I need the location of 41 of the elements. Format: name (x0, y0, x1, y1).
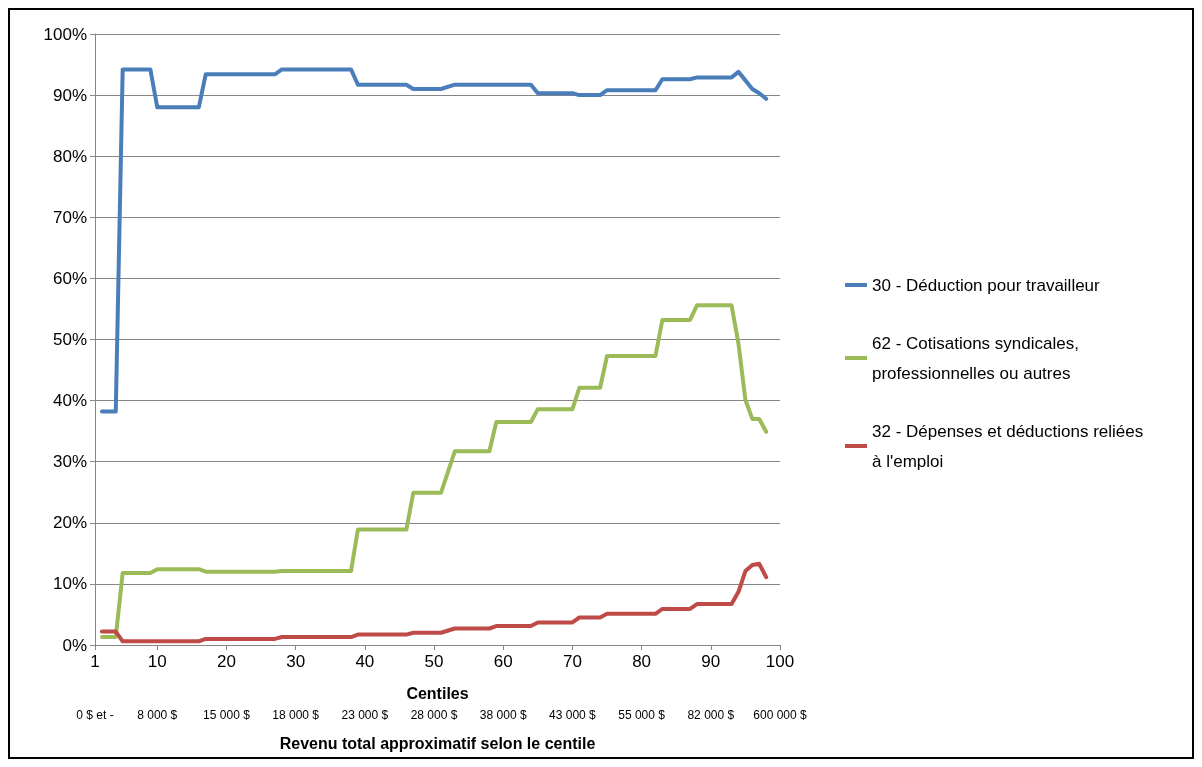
text: 8 000 $ (137, 708, 178, 722)
y-tick-label: 50% (52, 330, 87, 349)
text: 38 000 $ (479, 708, 527, 722)
line-series (99, 561, 769, 644)
y-tick-label: 70% (52, 207, 87, 227)
y-tick-label: 80% (52, 146, 87, 166)
x-axis-title: Centiles (406, 684, 469, 702)
x-tick-label: 10 (147, 652, 167, 671)
x-tick-label: 20 (217, 652, 236, 671)
x-tick-label: 40 (355, 652, 375, 671)
text: 15 000 $ (203, 708, 251, 722)
y-tick-label: 90% (52, 85, 87, 105)
text: 28 000 $ (410, 708, 458, 722)
x2-axis-title: Revenu total approximatif selon le centile (279, 734, 596, 752)
text: 0 $ et - (76, 708, 114, 722)
text: 82 000 $ (687, 708, 735, 722)
y-tick-label: 100% (43, 24, 87, 44)
x-tick-label: 90 (701, 652, 721, 671)
x-tick-label: 60 (493, 652, 513, 671)
y-tick-label: 60% (52, 268, 87, 288)
x-tick-label: 100 (765, 652, 795, 671)
y-tick-label: 10% (52, 574, 87, 594)
text: 55 000 $ (618, 708, 666, 722)
y-tick-label: 20% (52, 513, 87, 533)
text: 23 000 $ (341, 708, 389, 722)
x-tick-label: 1 (90, 652, 100, 671)
y-tick-label: 40% (52, 391, 87, 411)
x-tick-label: 50 (424, 652, 444, 671)
legend-label: 30 - Déduction pour travailleur (872, 275, 1101, 295)
x-tick-label: 70 (562, 652, 582, 671)
x-tick-label: 30 (286, 652, 306, 671)
text: 600 000 $ (753, 708, 808, 722)
line-series (99, 67, 769, 414)
text: 43 000 $ (549, 708, 597, 722)
legend-label: 32 - Dépenses et déductions reliées à l'emploi (872, 421, 1148, 471)
text: 18 000 $ (272, 708, 320, 722)
legend-label: 62 - Cotisations syndicales, professionnelles ou autres (872, 333, 1084, 383)
x-tick-label: 80 (632, 652, 652, 671)
y-tick-label: 30% (52, 452, 87, 472)
y-tick-label: 0% (62, 635, 87, 655)
line-series (99, 303, 769, 640)
